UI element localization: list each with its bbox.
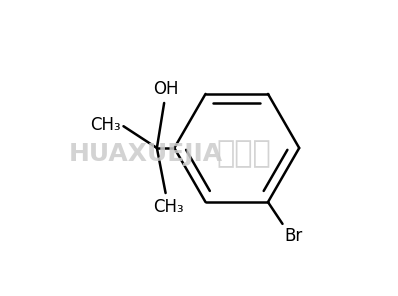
Text: OH: OH xyxy=(153,80,178,98)
Text: CH₃: CH₃ xyxy=(90,116,121,134)
Text: HUAXUEJIA: HUAXUEJIA xyxy=(68,142,222,166)
Text: Br: Br xyxy=(284,227,302,245)
Text: CH₃: CH₃ xyxy=(153,198,184,216)
Text: 化学加: 化学加 xyxy=(217,139,271,168)
